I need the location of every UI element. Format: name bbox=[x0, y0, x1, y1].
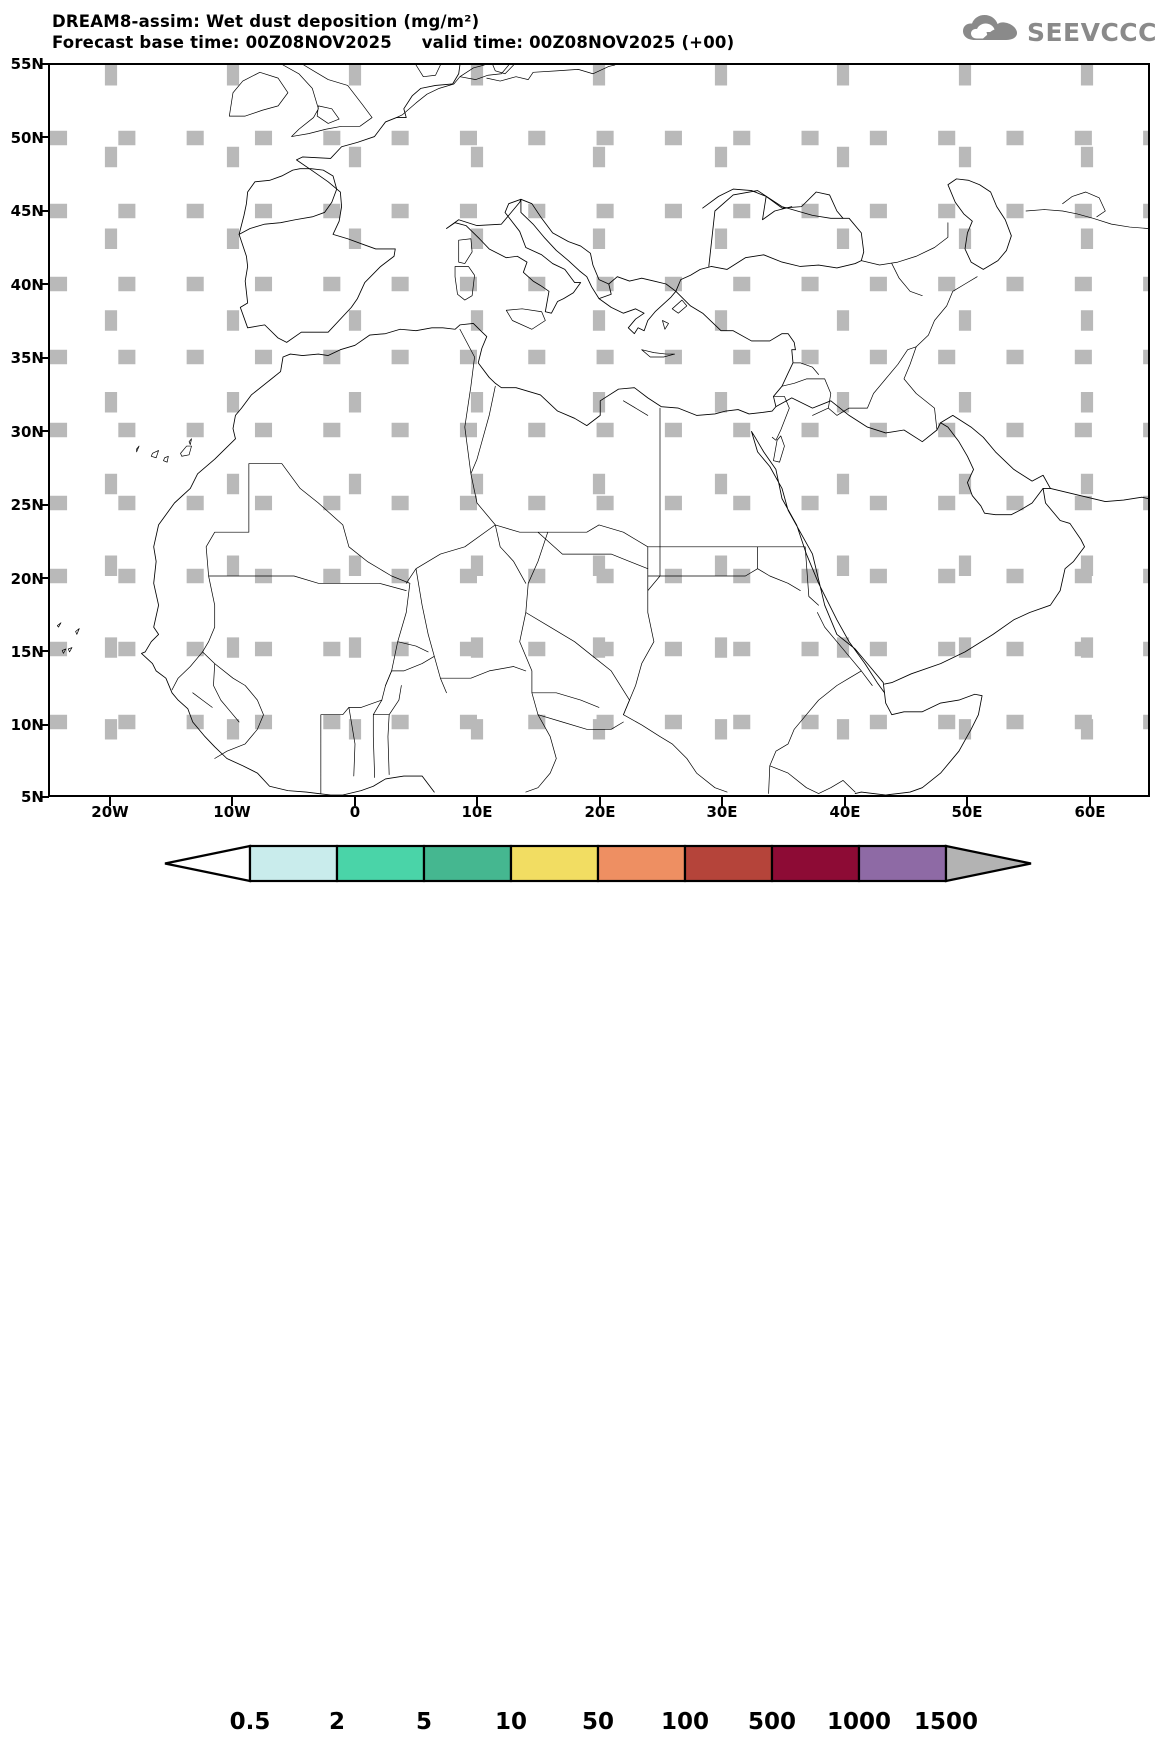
map-plot-area bbox=[48, 63, 1150, 797]
colorbar-tick-labels: 0.5 2 5 10 50 100 500 1000 1500 bbox=[0, 1709, 1165, 1739]
y-tick bbox=[40, 283, 49, 285]
y-tick bbox=[40, 577, 49, 579]
x-tick bbox=[476, 797, 478, 806]
y-axis-label: 45N bbox=[10, 202, 44, 220]
header: DREAM8-assim: Wet dust deposition (mg/m²… bbox=[0, 0, 1165, 60]
y-tick bbox=[40, 504, 49, 506]
y-tick bbox=[40, 796, 49, 798]
x-tick bbox=[721, 797, 723, 806]
x-axis-label: 50E bbox=[951, 803, 983, 821]
seevccc-logo: SEEVCCC bbox=[961, 14, 1157, 50]
y-tick bbox=[40, 724, 49, 726]
x-axis-label: 60E bbox=[1074, 803, 1106, 821]
colorbar-swatch bbox=[857, 844, 948, 883]
logo-text: SEEVCCC bbox=[1026, 17, 1157, 47]
x-tick bbox=[231, 797, 233, 806]
y-axis-label: 5N bbox=[21, 788, 44, 806]
y-axis-label: 35N bbox=[10, 349, 44, 367]
y-tick bbox=[40, 357, 49, 359]
colorbar-swatch bbox=[596, 844, 687, 883]
colorbar-under-arrow bbox=[164, 844, 252, 883]
colorbar-swatch bbox=[683, 844, 774, 883]
y-tick bbox=[40, 650, 49, 652]
x-tick bbox=[1089, 797, 1091, 806]
x-axis-label: 40E bbox=[829, 803, 861, 821]
forecast-time-subtitle: Forecast base time: 00Z08NOV2025 valid t… bbox=[52, 33, 735, 52]
colorbar: 0.5 2 5 10 50 100 500 1000 1500 bbox=[0, 843, 1165, 1735]
y-axis-label: 40N bbox=[10, 276, 44, 294]
colorbar-swatch bbox=[509, 844, 600, 883]
y-axis-label: 10N bbox=[10, 716, 44, 734]
cloud-icon bbox=[961, 14, 1021, 50]
colorbar-tick-label: 1500 bbox=[913, 1709, 978, 1735]
x-tick bbox=[966, 797, 968, 806]
map-coastlines bbox=[57, 65, 1148, 795]
colorbar-over-arrow bbox=[944, 844, 1032, 883]
y-axis-label: 20N bbox=[10, 570, 44, 588]
y-tick bbox=[40, 430, 49, 432]
colorbar-swatch bbox=[770, 844, 861, 883]
y-axis-label: 30N bbox=[10, 423, 44, 441]
x-axis-label: 10E bbox=[461, 803, 493, 821]
colorbar-swatch bbox=[248, 844, 339, 883]
y-tick bbox=[40, 136, 49, 138]
colorbar-svg bbox=[164, 844, 1032, 883]
x-axis-label: 20W bbox=[91, 803, 129, 821]
x-tick bbox=[354, 797, 356, 806]
x-tick bbox=[109, 797, 111, 806]
y-axis-label: 15N bbox=[10, 643, 44, 661]
x-tick bbox=[599, 797, 601, 806]
y-tick bbox=[40, 63, 49, 65]
x-axis-label: 20E bbox=[584, 803, 616, 821]
map-canvas bbox=[50, 65, 1148, 795]
y-axis-label: 50N bbox=[10, 129, 44, 147]
x-axis-label: 0 bbox=[349, 803, 361, 821]
page-title: DREAM8-assim: Wet dust deposition (mg/m²… bbox=[52, 12, 480, 31]
x-tick bbox=[844, 797, 846, 806]
map-gridlines bbox=[50, 65, 1148, 795]
colorbar-swatch bbox=[335, 844, 426, 883]
y-tick bbox=[40, 210, 49, 212]
y-axis-label: 25N bbox=[10, 496, 44, 514]
y-axis-label: 55N bbox=[10, 55, 44, 73]
x-axis-label: 10W bbox=[213, 803, 251, 821]
x-axis-label: 30E bbox=[706, 803, 738, 821]
colorbar-swatch bbox=[422, 844, 513, 883]
